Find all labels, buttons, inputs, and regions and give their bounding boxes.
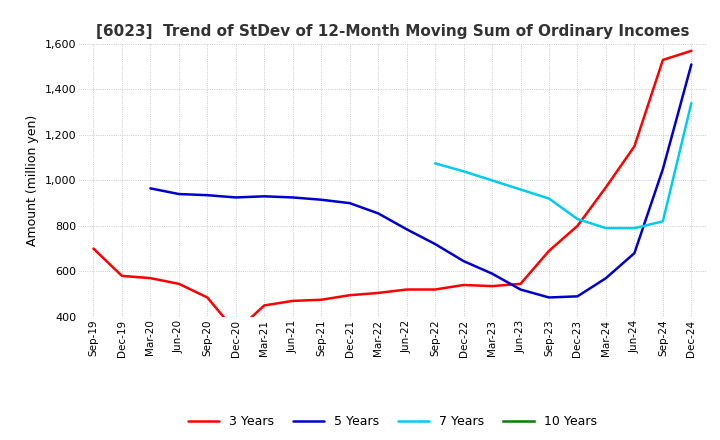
5 Years <box>232 195 240 200</box>
7 Years <box>487 178 496 183</box>
7 Years <box>516 187 525 192</box>
3 Years <box>545 248 554 253</box>
5 Years <box>346 201 354 206</box>
5 Years <box>573 294 582 299</box>
3 Years <box>659 57 667 62</box>
3 Years <box>346 293 354 298</box>
Line: 3 Years: 3 Years <box>94 51 691 332</box>
Title: [6023]  Trend of StDev of 12-Month Moving Sum of Ordinary Incomes: [6023] Trend of StDev of 12-Month Moving… <box>96 24 689 39</box>
5 Years <box>459 258 468 264</box>
3 Years <box>174 281 183 286</box>
5 Years <box>687 62 696 67</box>
5 Years <box>487 271 496 276</box>
5 Years <box>203 193 212 198</box>
3 Years <box>289 298 297 304</box>
3 Years <box>630 143 639 149</box>
3 Years <box>516 281 525 286</box>
3 Years <box>89 246 98 251</box>
5 Years <box>431 242 439 247</box>
5 Years <box>602 275 611 281</box>
5 Years <box>402 227 411 232</box>
3 Years <box>687 48 696 53</box>
5 Years <box>516 287 525 292</box>
3 Years <box>317 297 325 302</box>
7 Years <box>573 216 582 222</box>
3 Years <box>203 295 212 300</box>
5 Years <box>317 197 325 202</box>
3 Years <box>573 223 582 228</box>
7 Years <box>687 100 696 106</box>
3 Years <box>487 283 496 289</box>
3 Years <box>431 287 439 292</box>
5 Years <box>260 194 269 199</box>
Line: 7 Years: 7 Years <box>435 103 691 228</box>
7 Years <box>630 225 639 231</box>
7 Years <box>602 225 611 231</box>
7 Years <box>545 196 554 201</box>
Y-axis label: Amount (million yen): Amount (million yen) <box>26 115 40 246</box>
3 Years <box>402 287 411 292</box>
3 Years <box>146 275 155 281</box>
3 Years <box>232 329 240 334</box>
3 Years <box>602 185 611 190</box>
3 Years <box>260 303 269 308</box>
5 Years <box>659 166 667 172</box>
7 Years <box>431 161 439 166</box>
Line: 5 Years: 5 Years <box>150 64 691 297</box>
5 Years <box>374 211 382 216</box>
3 Years <box>374 290 382 296</box>
5 Years <box>174 191 183 197</box>
7 Years <box>659 219 667 224</box>
5 Years <box>146 186 155 191</box>
Legend: 3 Years, 5 Years, 7 Years, 10 Years: 3 Years, 5 Years, 7 Years, 10 Years <box>183 411 602 433</box>
5 Years <box>630 250 639 256</box>
3 Years <box>117 273 126 279</box>
5 Years <box>289 195 297 200</box>
7 Years <box>459 169 468 174</box>
3 Years <box>459 282 468 288</box>
5 Years <box>545 295 554 300</box>
